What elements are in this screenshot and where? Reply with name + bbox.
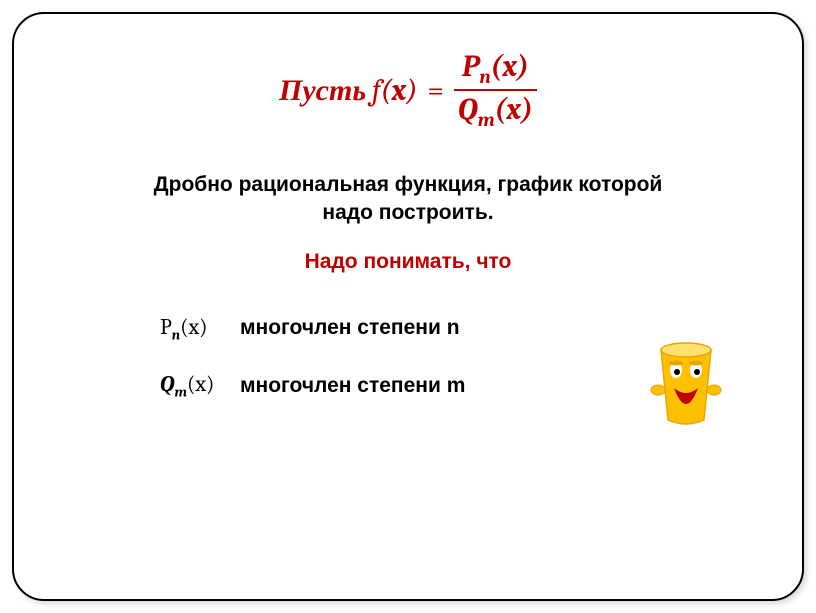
polynomial-m-desc: многочлен степени m xyxy=(240,374,465,398)
polynomial-n-symbol: Pn(x) xyxy=(160,314,240,343)
polynomial-n-desc: многочлен степени n xyxy=(240,316,460,340)
subheading: Дробно рациональная функция, график кото… xyxy=(50,171,766,228)
fraction-denominator: Qm(x) xyxy=(454,93,537,130)
formula-func: f(x) xyxy=(372,73,417,108)
slide-content: Пусть f(x) = Pn(x) Qm(x) Дробно рационал… xyxy=(0,0,816,613)
formula-fraction: Pn(x) Qm(x) xyxy=(454,50,537,131)
main-formula: Пусть f(x) = Pn(x) Qm(x) xyxy=(50,50,766,131)
formula-prefix: Пусть xyxy=(279,73,366,108)
polynomial-m-symbol: Qm(x) xyxy=(160,371,240,400)
formula-equals: = xyxy=(427,73,444,108)
fraction-bar xyxy=(454,89,537,91)
understand-text: Надо понимать, что xyxy=(50,250,766,274)
mascot-icon xyxy=(646,330,726,430)
fraction-numerator: Pn(x) xyxy=(458,50,533,87)
